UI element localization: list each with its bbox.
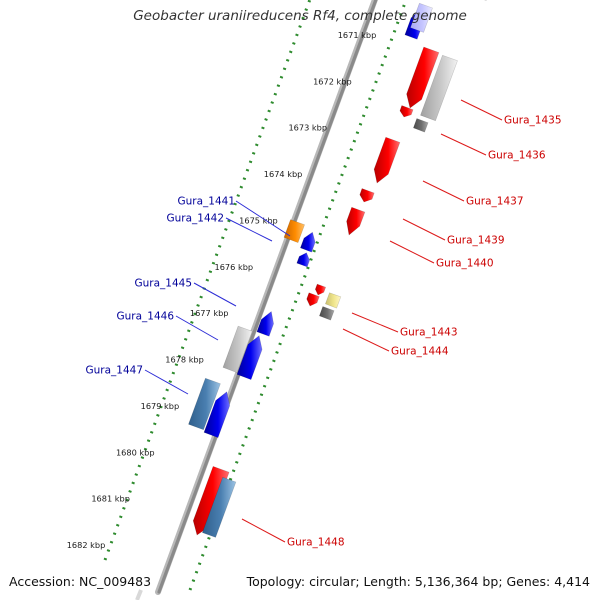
gene-label: Gura_1442 <box>166 213 224 225</box>
feature-gura-1435-gray <box>420 54 458 122</box>
gene-gura-1447 <box>203 391 231 438</box>
length-label: Length: <box>363 574 411 589</box>
gene-label: Gura_1445 <box>134 278 192 290</box>
gene-label: Gura_1444 <box>391 346 449 358</box>
leader-line <box>389 240 435 264</box>
kbp-tick-label: 1682 kbp <box>67 540 106 550</box>
accession-info: Accession: NC_009483 <box>9 574 151 589</box>
leader-line <box>241 518 286 543</box>
feature-gura-1444 <box>319 306 335 321</box>
kbp-tick-label: 1673 kbp <box>288 123 327 133</box>
kbp-tick-label: 1680 kbp <box>116 447 155 457</box>
gene-gura-1442b <box>296 252 310 268</box>
gene-gura-1445 <box>256 310 274 337</box>
gene-label: Gura_1440 <box>436 258 494 270</box>
gene-label: Gura_1446 <box>116 311 174 323</box>
feature-gura-1448 <box>202 476 237 538</box>
gene-small-1436 <box>399 105 414 118</box>
gene-label: Gura_1436 <box>488 150 546 162</box>
backbone <box>135 0 487 600</box>
leader-line <box>144 369 189 395</box>
right-scale-dots <box>188 0 408 591</box>
kbp-ticks: 1671 kbp 1672 kbp 1673 kbp 1674 kbp 1675 kbp… <box>67 30 377 550</box>
genome-summary: Topology: circular; Length: 5,136,364 bp… <box>246 574 590 589</box>
kbp-tick-label: 1681 kbp <box>91 494 130 504</box>
leader-line <box>193 282 237 307</box>
gene-gura-1435 <box>406 46 440 109</box>
features <box>188 2 458 538</box>
leader-line <box>342 328 390 352</box>
backbone-line <box>157 0 378 594</box>
feature-gura-1441 <box>283 219 305 243</box>
gene-label: Gura_1448 <box>287 537 345 549</box>
feature-top-pale <box>410 2 433 33</box>
gene-gura-1437 <box>373 136 401 184</box>
leader-line <box>460 99 503 121</box>
genes-label: Genes: <box>506 574 551 589</box>
gene-label: Gura_1439 <box>447 235 505 247</box>
feature-gura-1436 <box>413 118 429 133</box>
gene-gura-1446 <box>236 335 263 380</box>
scale-dots <box>103 0 408 591</box>
gene-gura-1442a <box>300 231 316 253</box>
kbp-tick-label: 1678 kbp <box>165 355 204 365</box>
gene-gura-1443b <box>314 283 327 296</box>
gene-label: Gura_1441 <box>177 196 235 208</box>
kbp-tick-label: 1674 kbp <box>264 169 303 179</box>
leader-line <box>175 315 219 341</box>
map-title: Geobacter uraniireducens Rf4, complete g… <box>133 8 467 24</box>
feature-gura-1443 <box>325 292 342 309</box>
gene-label: Gura_1437 <box>466 196 524 208</box>
leader-line <box>351 312 399 333</box>
length-value: 5,136,364 bp <box>414 574 499 589</box>
leader-line <box>402 218 446 241</box>
backbone-bottom-fragment <box>135 589 143 600</box>
gene-label: Gura_1435 <box>504 115 562 127</box>
leader-line <box>225 217 273 242</box>
kbp-tick-label: 1679 kbp <box>141 401 180 411</box>
gene-label: Gura_1447 <box>85 365 143 377</box>
genes-value: 4,414 <box>554 574 590 589</box>
gene-gura-1439 <box>346 206 366 236</box>
kbp-tick-label: 1676 kbp <box>215 262 254 272</box>
leader-line <box>422 180 465 202</box>
accession-value: NC_009483 <box>79 574 152 589</box>
kbp-tick-label: 1675 kbp <box>239 215 278 225</box>
feature-gura-1447 <box>188 377 221 431</box>
gene-gura-1438 <box>359 188 375 203</box>
kbp-tick-label: 1672 kbp <box>313 76 352 86</box>
gene-gura-1443a <box>306 292 320 307</box>
topology-label: Topology: <box>246 574 306 589</box>
gene-labels: Gura_1441 Gura_1442 Gura_1445 Gura_1446 Gura… <box>85 99 562 549</box>
leader-line <box>440 133 487 156</box>
accession-label: Accession: <box>9 574 76 589</box>
kbp-tick-label: 1671 kbp <box>338 30 377 40</box>
leader-line <box>235 200 291 237</box>
gene-label: Gura_1443 <box>400 327 458 339</box>
feature-gura-1446 <box>222 325 253 373</box>
kbp-tick-label: 1677 kbp <box>190 308 229 318</box>
topology-value: circular <box>309 574 356 589</box>
